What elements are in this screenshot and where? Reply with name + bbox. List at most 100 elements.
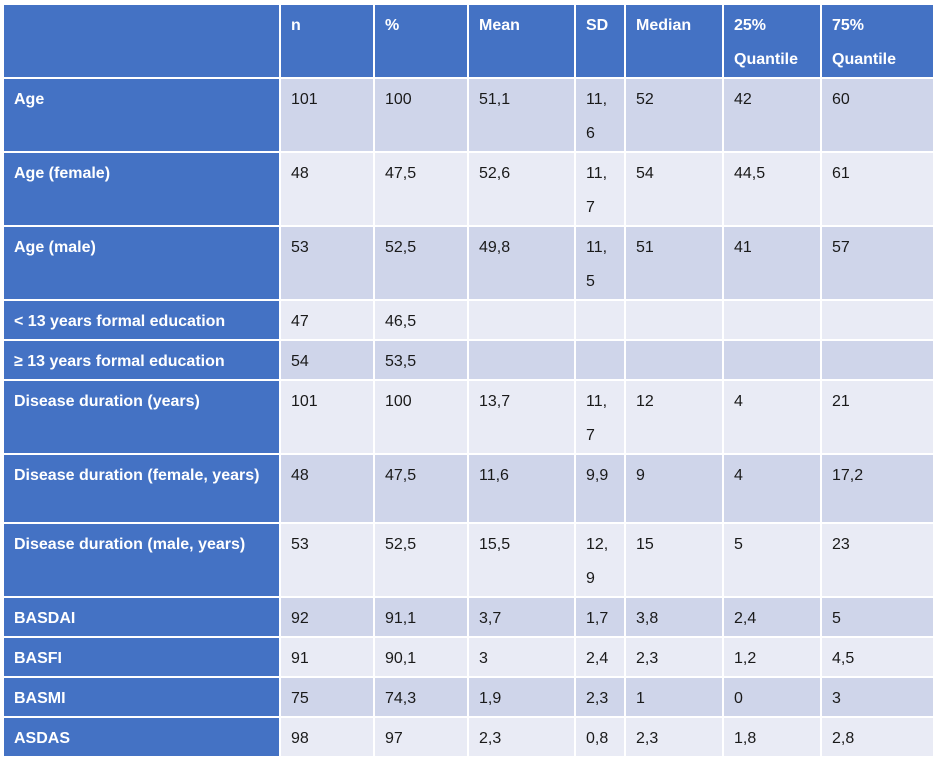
cell: 12	[624, 379, 724, 455]
empty-cell	[574, 299, 626, 341]
cell: 11,5	[574, 225, 626, 301]
cell: 52,5	[373, 522, 469, 598]
cell: 51,1	[467, 77, 576, 153]
cell: 1,7	[574, 596, 626, 638]
row-label: BASDAI	[2, 596, 281, 638]
cell: 21	[820, 379, 935, 455]
cell: 1,9	[467, 676, 576, 718]
table-row: ASDAS 98 97 2,3 0,8 2,3 1,8 2,8	[2, 716, 935, 758]
row-label: Age	[2, 77, 281, 153]
cell: 2,4	[722, 596, 822, 638]
cell: 1	[624, 676, 724, 718]
empty-cell	[624, 339, 724, 381]
cell: 0,8	[574, 716, 626, 758]
table-row: BASDAI 92 91,1 3,7 1,7 3,8 2,4 5	[2, 596, 935, 638]
table-row: Age (male) 53 52,5 49,8 11,5 51 41 57	[2, 225, 935, 301]
row-label: Disease duration (female, years)	[2, 453, 281, 524]
column-header: 75% Quantile	[820, 3, 935, 79]
cell: 0	[722, 676, 822, 718]
cell: 3,8	[624, 596, 724, 638]
cell: 48	[279, 151, 375, 227]
row-label: ASDAS	[2, 716, 281, 758]
cell: 4,5	[820, 636, 935, 678]
cell: 11,6	[574, 77, 626, 153]
cell: 100	[373, 379, 469, 455]
cell: 2,3	[624, 636, 724, 678]
table-row: Age 101 100 51,1 11,6 52 42 60	[2, 77, 935, 153]
cell: 97	[373, 716, 469, 758]
table-row: Age (female) 48 47,5 52,6 11,7 54 44,5 61	[2, 151, 935, 227]
cell: 47,5	[373, 453, 469, 524]
row-label: < 13 years formal education	[2, 299, 281, 341]
cell: 15,5	[467, 522, 576, 598]
table-row: ≥ 13 years formal education 54 53,5	[2, 339, 935, 381]
table-row: Disease duration (years) 101 100 13,7 11,7 12…	[2, 379, 935, 455]
cell: 44,5	[722, 151, 822, 227]
cell: 75	[279, 676, 375, 718]
empty-cell	[722, 299, 822, 341]
cell: 90,1	[373, 636, 469, 678]
cell: 1,2	[722, 636, 822, 678]
cell: 9,9	[574, 453, 626, 524]
table-row: Disease duration (female, years) 48 47,5 11…	[2, 453, 935, 524]
empty-cell	[467, 339, 576, 381]
empty-cell	[820, 339, 935, 381]
cell: 2,8	[820, 716, 935, 758]
cell: 54	[279, 339, 375, 381]
cell: 4	[722, 453, 822, 524]
cell: 53	[279, 522, 375, 598]
page: {"table": { "header": ["n", "%", "Mean",…	[2, 3, 935, 758]
cell: 11,6	[467, 453, 576, 524]
cell: 92	[279, 596, 375, 638]
column-header: n	[279, 3, 375, 79]
cell: 91	[279, 636, 375, 678]
cell: 46,5	[373, 299, 469, 341]
cell: 12,9	[574, 522, 626, 598]
cell: 91,1	[373, 596, 469, 638]
cell: 17,2	[820, 453, 935, 524]
cell: 2,3	[574, 676, 626, 718]
cell: 3	[467, 636, 576, 678]
cell: 51	[624, 225, 724, 301]
cell: 47,5	[373, 151, 469, 227]
header-row: n% Mean SD Median 25% Quantile 75% Quantile	[2, 3, 935, 79]
cell: 60	[820, 77, 935, 153]
cell: 98	[279, 716, 375, 758]
row-label: Disease duration (years)	[2, 379, 281, 455]
cell: 41	[722, 225, 822, 301]
cell: 53,5	[373, 339, 469, 381]
column-header: SD	[574, 3, 626, 79]
column-header: Mean	[467, 3, 576, 79]
table-row: Disease duration (male, years) 53 52,5 15,5…	[2, 522, 935, 598]
cell: 101	[279, 379, 375, 455]
cell: 57	[820, 225, 935, 301]
cell: 52,6	[467, 151, 576, 227]
cell: 5	[722, 522, 822, 598]
row-label: ≥ 13 years formal education	[2, 339, 281, 381]
cell: 1,8	[722, 716, 822, 758]
cell: 5	[820, 596, 935, 638]
cell: 48	[279, 453, 375, 524]
cell: 42	[722, 77, 822, 153]
row-label: Age (male)	[2, 225, 281, 301]
cell: 15	[624, 522, 724, 598]
cell: 4	[722, 379, 822, 455]
empty-cell	[722, 339, 822, 381]
cell: 74,3	[373, 676, 469, 718]
row-label: BASFI	[2, 636, 281, 678]
cell: 101	[279, 77, 375, 153]
cell: 2,3	[467, 716, 576, 758]
row-label: Age (female)	[2, 151, 281, 227]
cell: 9	[624, 453, 724, 524]
cell: 54	[624, 151, 724, 227]
cell: 2,4	[574, 636, 626, 678]
cell: 49,8	[467, 225, 576, 301]
cell: 100	[373, 77, 469, 153]
cell: 61	[820, 151, 935, 227]
cell: 3,7	[467, 596, 576, 638]
cell: 11,7	[574, 379, 626, 455]
cell: 3	[820, 676, 935, 718]
column-header: Median	[624, 3, 724, 79]
cell: 2,3	[624, 716, 724, 758]
empty-cell	[467, 299, 576, 341]
